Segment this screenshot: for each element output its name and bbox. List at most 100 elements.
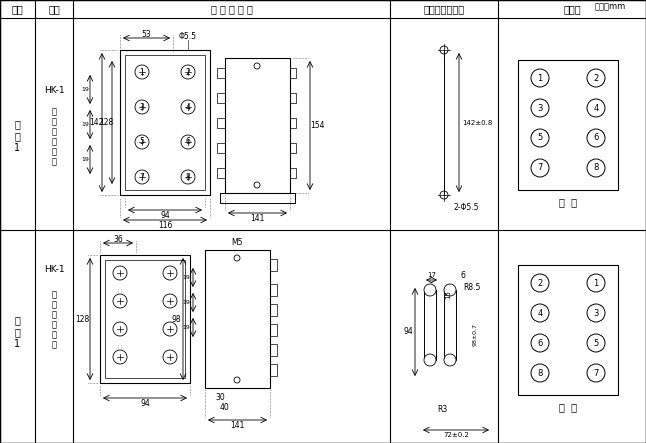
Text: 前: 前: [52, 137, 56, 147]
Text: 30: 30: [215, 393, 225, 403]
Circle shape: [587, 129, 605, 147]
Bar: [270, 259, 277, 271]
Text: 6: 6: [185, 137, 191, 147]
Text: 98±0.7: 98±0.7: [472, 323, 477, 346]
Text: 19: 19: [182, 275, 190, 280]
Circle shape: [135, 135, 149, 149]
Text: 72±0.2: 72±0.2: [443, 432, 469, 438]
Circle shape: [113, 350, 127, 364]
Text: 94: 94: [403, 327, 413, 337]
Text: 线: 线: [52, 341, 56, 350]
Text: 8: 8: [185, 172, 191, 182]
Text: 36: 36: [113, 234, 123, 244]
Text: 141: 141: [231, 420, 245, 430]
Text: 接: 接: [52, 148, 56, 156]
Text: 116: 116: [158, 221, 172, 229]
Circle shape: [531, 364, 549, 382]
Circle shape: [234, 377, 240, 383]
Text: M5: M5: [231, 237, 243, 246]
Bar: [444, 290, 456, 360]
Text: 19: 19: [182, 325, 190, 330]
Circle shape: [587, 334, 605, 352]
Text: 前  视: 前 视: [559, 197, 577, 207]
Text: 154: 154: [309, 121, 324, 130]
Text: 附: 附: [14, 315, 20, 325]
Text: 142±0.8: 142±0.8: [462, 120, 492, 125]
Text: 7: 7: [140, 172, 145, 182]
Text: 接: 接: [52, 330, 56, 339]
Bar: [270, 344, 277, 356]
Text: 17: 17: [427, 272, 436, 278]
Circle shape: [424, 354, 436, 366]
Circle shape: [424, 284, 436, 296]
Circle shape: [113, 266, 127, 280]
Text: 1: 1: [594, 279, 599, 288]
Circle shape: [163, 266, 177, 280]
Circle shape: [181, 65, 195, 79]
Circle shape: [254, 63, 260, 69]
Text: 5: 5: [140, 137, 145, 147]
Text: HK-1: HK-1: [44, 85, 65, 94]
Text: 后: 后: [52, 320, 56, 330]
Circle shape: [587, 364, 605, 382]
Text: 外 形 尺 寸 图: 外 形 尺 寸 图: [211, 4, 253, 14]
Text: 7: 7: [593, 369, 599, 377]
Bar: [270, 284, 277, 296]
Circle shape: [254, 182, 260, 188]
Text: 1: 1: [537, 74, 543, 82]
Bar: [220, 193, 295, 203]
Circle shape: [531, 304, 549, 322]
Bar: [105, 260, 185, 378]
Circle shape: [587, 274, 605, 292]
Circle shape: [163, 294, 177, 308]
Text: 5: 5: [537, 133, 543, 143]
Text: 出: 出: [52, 117, 56, 127]
Circle shape: [440, 46, 448, 54]
Circle shape: [181, 100, 195, 114]
Text: 3: 3: [593, 308, 599, 318]
Text: 3: 3: [140, 102, 145, 112]
Circle shape: [444, 354, 456, 366]
Bar: [120, 50, 210, 195]
Bar: [290, 93, 296, 103]
Text: 142: 142: [89, 118, 103, 127]
Bar: [290, 118, 296, 128]
Bar: [270, 324, 277, 336]
Text: 安装开孔尺寸图: 安装开孔尺寸图: [423, 4, 464, 14]
Bar: [270, 364, 277, 376]
Bar: [125, 55, 205, 190]
Text: 背  视: 背 视: [559, 402, 577, 412]
Circle shape: [163, 322, 177, 336]
Circle shape: [113, 294, 127, 308]
Circle shape: [181, 135, 195, 149]
Bar: [290, 168, 296, 178]
Circle shape: [135, 65, 149, 79]
Text: 线: 线: [52, 158, 56, 167]
Bar: [217, 118, 225, 128]
Bar: [100, 255, 190, 383]
Bar: [217, 168, 225, 178]
Text: 出: 出: [52, 300, 56, 310]
Text: 式: 式: [52, 311, 56, 319]
Text: 6: 6: [537, 338, 543, 347]
Circle shape: [181, 170, 195, 184]
Text: 8: 8: [537, 369, 543, 377]
Circle shape: [587, 69, 605, 87]
Circle shape: [440, 191, 448, 199]
Text: R8.5: R8.5: [463, 283, 481, 291]
Text: 98: 98: [171, 315, 181, 323]
Text: 1: 1: [140, 67, 144, 77]
Text: 4: 4: [185, 102, 191, 112]
Bar: [217, 93, 225, 103]
Text: 凸: 凸: [52, 291, 56, 299]
Circle shape: [531, 334, 549, 352]
Bar: [205, 250, 270, 388]
Text: R3: R3: [437, 405, 447, 415]
Circle shape: [587, 159, 605, 177]
Text: 2: 2: [537, 279, 543, 288]
Circle shape: [135, 170, 149, 184]
Text: 5: 5: [594, 338, 599, 347]
Circle shape: [531, 69, 549, 87]
Circle shape: [234, 255, 240, 261]
Text: 15: 15: [445, 291, 451, 299]
